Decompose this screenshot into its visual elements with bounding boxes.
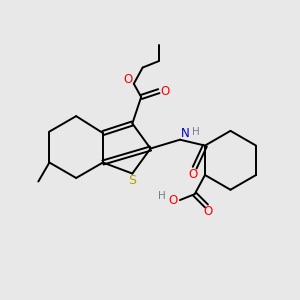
Text: O: O bbox=[203, 205, 212, 218]
Text: S: S bbox=[128, 173, 136, 187]
Text: N: N bbox=[181, 127, 190, 140]
Text: H: H bbox=[158, 190, 166, 201]
Text: O: O bbox=[189, 168, 198, 181]
Text: H: H bbox=[192, 127, 200, 137]
Text: O: O bbox=[123, 73, 133, 86]
Text: O: O bbox=[160, 85, 169, 98]
Text: O: O bbox=[168, 194, 177, 207]
